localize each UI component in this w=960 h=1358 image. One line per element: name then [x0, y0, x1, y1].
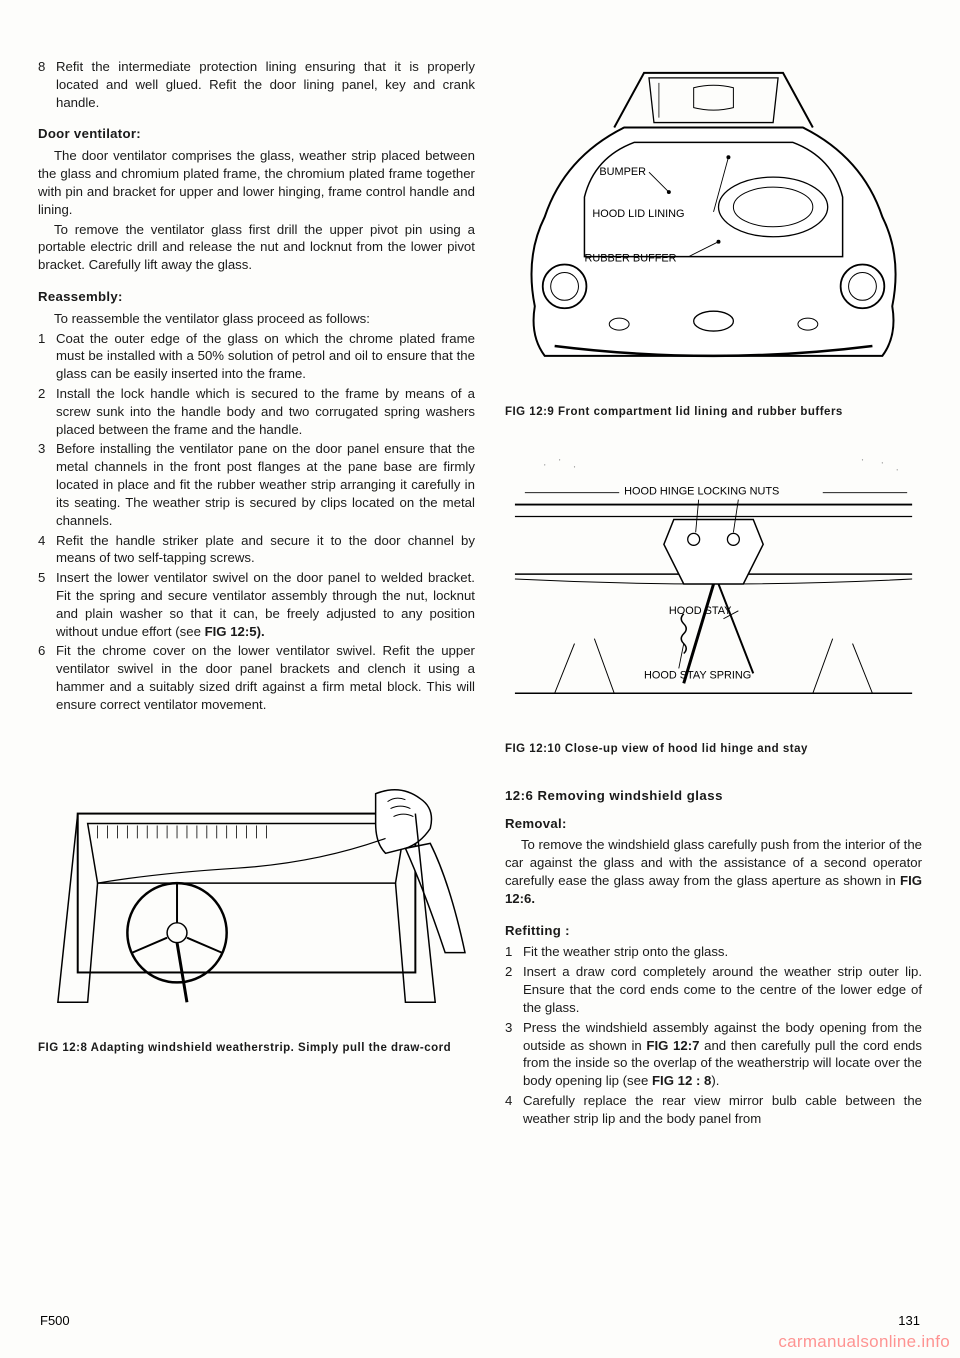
item-text: Carefully replace the rear view mirror b…: [523, 1092, 922, 1128]
watermark: carmanualsonline.info: [778, 1332, 950, 1352]
item-number: 6: [38, 642, 56, 713]
label-spring: HOOD STAY SPRING: [644, 669, 751, 681]
fig-12-9-svg: BUMPER HOOD LID LINING RUBBER BUFFER: [505, 58, 922, 396]
reassembly-intro: To reassemble the ventilator glass proce…: [38, 310, 475, 328]
list-item: 3 Before installing the ventilator pane …: [38, 440, 475, 529]
list-item: 2 Insert a draw cord completely around t…: [505, 963, 922, 1016]
removal-paragraph: To remove the windshield glass carefully…: [505, 836, 922, 907]
text-part: Insert the lower ventilator swivel on th…: [56, 570, 475, 638]
item-text: Press the windshield assembly against th…: [523, 1019, 922, 1090]
item-number: 1: [505, 943, 523, 961]
label-buffer: RUBBER BUFFER: [584, 253, 676, 265]
text-part: ).: [711, 1073, 719, 1088]
list-item: 1 Coat the outer edge of the glass on wh…: [38, 330, 475, 383]
label-bumper: BUMPER: [599, 166, 646, 178]
page: 8 Refit the intermediate protection lini…: [0, 0, 960, 1358]
item-text: Before installing the ventilator pane on…: [56, 440, 475, 529]
list-item-8: 8 Refit the intermediate protection lini…: [38, 58, 475, 111]
item-text: Refit the intermediate protection lining…: [56, 58, 475, 111]
item-number: 3: [38, 440, 56, 529]
item-number: 2: [38, 385, 56, 438]
refitting-heading: Refitting :: [505, 922, 922, 940]
item-text: Fit the weather strip onto the glass.: [523, 943, 922, 961]
label-lining: HOOD LID LINING: [592, 208, 684, 220]
content-columns: 8 Refit the intermediate protection lini…: [38, 58, 922, 1130]
item-number: 5: [38, 569, 56, 640]
item-text: Insert the lower ventilator swivel on th…: [56, 569, 475, 640]
reassembly-heading: Reassembly:: [38, 288, 475, 306]
left-column: 8 Refit the intermediate protection lini…: [38, 58, 475, 1130]
item-text: Install the lock handle which is secured…: [56, 385, 475, 438]
fig-12-10-svg: HOOD HINGE LOCKING NUTS HOOD STAY HOOD S…: [505, 445, 922, 733]
paragraph: To remove the ventilator glass first dri…: [38, 221, 475, 274]
item-text: Coat the outer edge of the glass on whic…: [56, 330, 475, 383]
item-number: 3: [505, 1019, 523, 1090]
section-heading: 12:6 Removing windshield glass: [505, 787, 922, 805]
item-number: 4: [505, 1092, 523, 1128]
item-text: Refit the handle striker plate and secur…: [56, 532, 475, 568]
item-number: 8: [38, 58, 56, 111]
list-item: 4 Refit the handle striker plate and sec…: [38, 532, 475, 568]
list-item: 3 Press the windshield assembly against …: [505, 1019, 922, 1090]
door-ventilator-heading: Door ventilator:: [38, 125, 475, 143]
fig-caption: FIG 12:9 Front compartment lid lining an…: [505, 404, 922, 420]
paragraph: The door ventilator comprises the glass,…: [38, 147, 475, 218]
footer-page-number: 131: [898, 1313, 920, 1328]
footer-model: F500: [40, 1313, 70, 1328]
label-stay: HOOD STAY: [669, 605, 732, 617]
right-column: BUMPER HOOD LID LINING RUBBER BUFFER FIG…: [505, 58, 922, 1130]
list-item: 2 Install the lock handle which is secur…: [38, 385, 475, 438]
removal-heading: Removal:: [505, 815, 922, 833]
fig-caption: FIG 12:8 Adapting windshield weatherstri…: [38, 1040, 475, 1056]
label-nuts: HOOD HINGE LOCKING NUTS: [624, 485, 779, 497]
item-text: Fit the chrome cover on the lower ventil…: [56, 642, 475, 713]
list-item: 1 Fit the weather strip onto the glass.: [505, 943, 922, 961]
item-text: Insert a draw cord completely around the…: [523, 963, 922, 1016]
figure-12-8: FIG 12:8 Adapting windshield weatherstri…: [38, 754, 475, 1056]
fig-caption: FIG 12:10 Close-up view of hood lid hing…: [505, 741, 922, 757]
fig-ref: FIG 12:7: [646, 1038, 699, 1053]
fig-ref: FIG 12 : 8: [652, 1073, 711, 1088]
item-number: 4: [38, 532, 56, 568]
item-number: 1: [38, 330, 56, 383]
figure-12-9: BUMPER HOOD LID LINING RUBBER BUFFER FIG…: [505, 58, 922, 420]
item-number: 2: [505, 963, 523, 1016]
list-item: 5 Insert the lower ventilator swivel on …: [38, 569, 475, 640]
fig-12-8-svg: [38, 754, 475, 1032]
fig-ref: FIG 12:5).: [205, 624, 265, 639]
figure-12-10: HOOD HINGE LOCKING NUTS HOOD STAY HOOD S…: [505, 445, 922, 757]
list-item: 4 Carefully replace the rear view mirror…: [505, 1092, 922, 1128]
text-part: To remove the windshield glass carefully…: [505, 837, 922, 888]
list-item: 6 Fit the chrome cover on the lower vent…: [38, 642, 475, 713]
